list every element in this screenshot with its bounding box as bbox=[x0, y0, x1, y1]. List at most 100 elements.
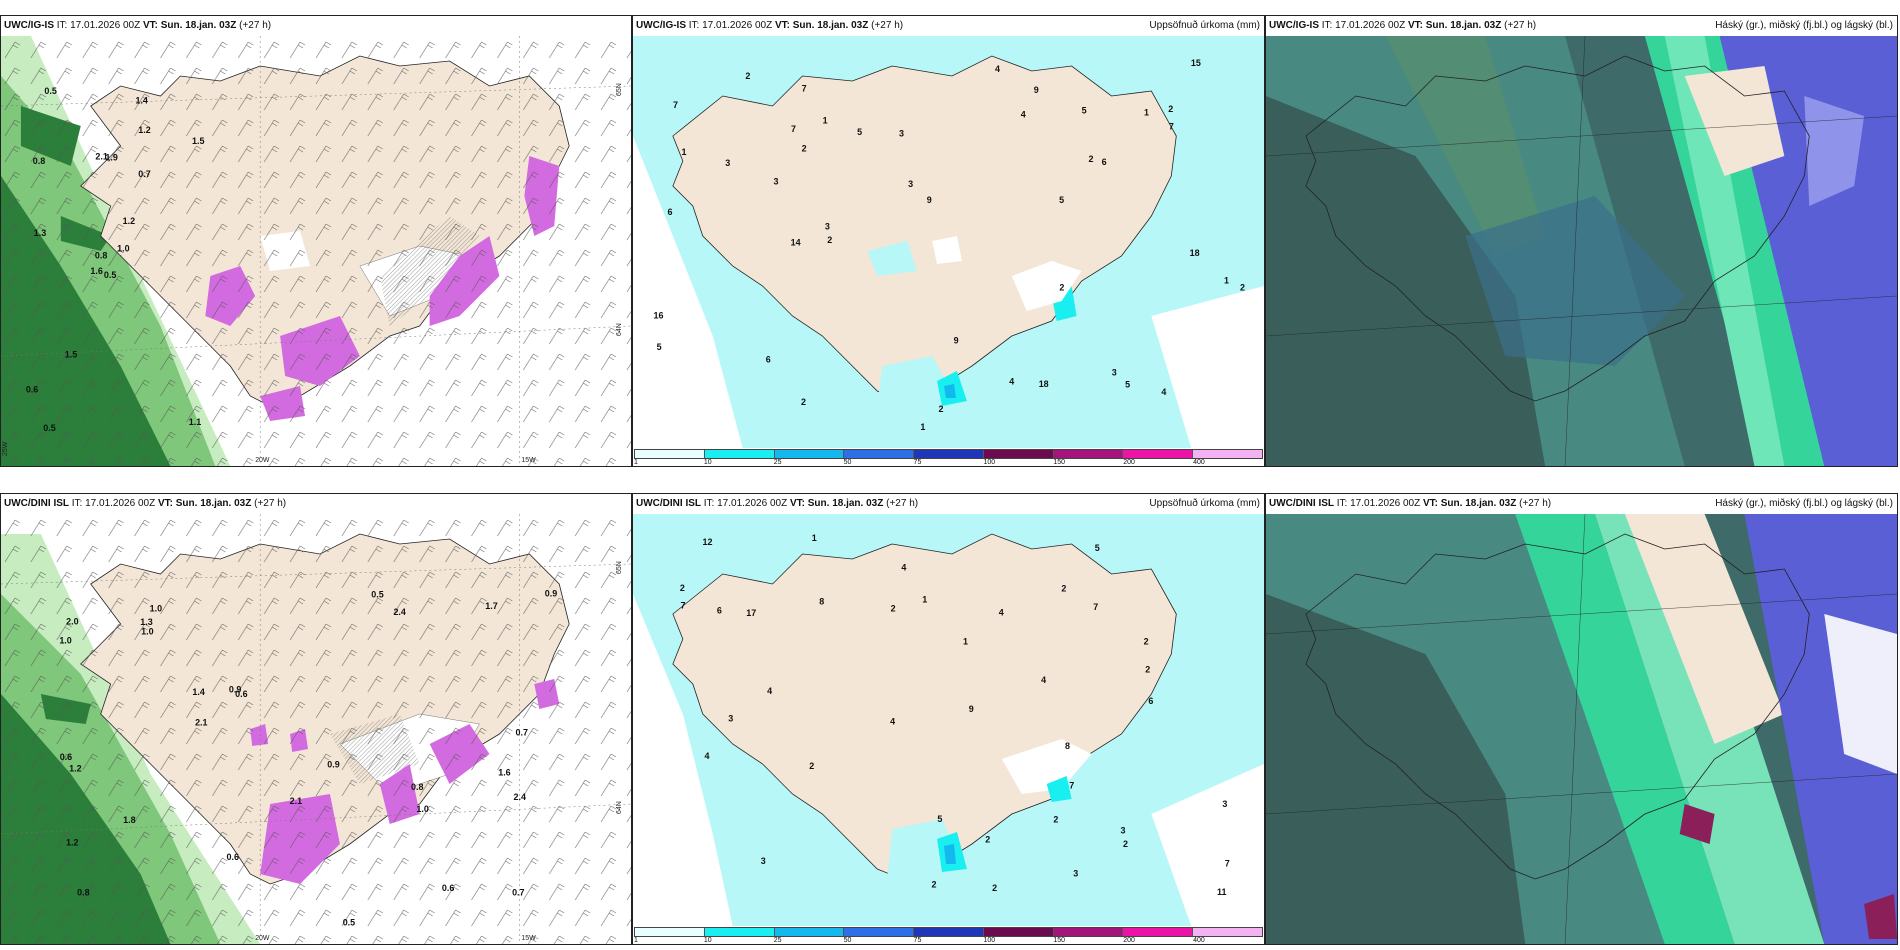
precip-map[interactable]: 1 2 5 2 1 1 2 2 2 2 1 1 2 6 6 2 3 3 4 4 5 18 9 9 5 3 7 9 2 14 16 18 15 3 7… bbox=[633, 36, 1264, 448]
colorbar-tick-label: 10 bbox=[703, 459, 712, 466]
value-label: 1.3 bbox=[34, 228, 46, 238]
colorbar-swatch bbox=[1123, 450, 1194, 458]
value-label: 1.8 bbox=[123, 815, 135, 825]
value-label: 5 bbox=[657, 342, 662, 352]
value-label: 1.4 bbox=[135, 96, 147, 106]
valid-time: Sun. 18.jan. 03Z bbox=[792, 20, 869, 31]
value-label: 3 bbox=[773, 176, 778, 186]
value-label: 5 bbox=[1125, 379, 1130, 389]
colorbar-swatch bbox=[1193, 928, 1263, 936]
bottom-row: UWC/DINI ISL IT: 17.01.2026 00Z VT: Sun.… bbox=[0, 493, 1900, 945]
panel-header: UWC/DINI ISL IT: 17.01.2026 00Z VT: Sun.… bbox=[1266, 494, 1897, 514]
colorbar-swatch bbox=[983, 450, 1054, 458]
model-name: UWC/DINI ISL bbox=[636, 498, 701, 509]
value-label: 18 bbox=[1039, 379, 1049, 389]
value-label: 5 bbox=[1095, 543, 1100, 553]
iceland-coast bbox=[1305, 533, 1810, 880]
value-label: 7 bbox=[1093, 602, 1098, 612]
value-label: 9 bbox=[1034, 85, 1039, 95]
lead-time: (+27 h) bbox=[254, 498, 287, 509]
value-label: 2 bbox=[1059, 282, 1064, 292]
lead-time: (+27 h) bbox=[886, 498, 919, 509]
colorbar-tick-label: 150 bbox=[1053, 937, 1066, 944]
value-label: 0.6 bbox=[442, 883, 454, 893]
wind-map[interactable]: 20W 15W 65N 64N 0.8 1.6 0.8 1.0 0.6 0.6 1.2 2.4… bbox=[1, 514, 631, 944]
cloud-map-svg bbox=[1266, 514, 1897, 944]
colorbar-swatch bbox=[635, 928, 705, 936]
value-label: 12 bbox=[702, 537, 712, 547]
value-label: 7 bbox=[673, 100, 678, 110]
value-label: 1.3 bbox=[140, 617, 152, 627]
colorbar-swatch bbox=[844, 450, 915, 458]
top-row: UWC/IG-IS IT: 17.01.2026 00Z VT: Sun. 18… bbox=[0, 15, 1900, 467]
colorbar-swatch bbox=[1053, 450, 1124, 458]
value-label: 2.4 bbox=[514, 792, 526, 802]
value-label: 14 bbox=[791, 237, 801, 247]
colorbar-tick-label: 400 bbox=[1193, 937, 1205, 944]
value-label: 1.1 bbox=[189, 417, 201, 427]
value-label: 0.9 bbox=[229, 685, 241, 695]
init-time: IT: 17.01.2026 00Z bbox=[703, 498, 788, 509]
valid-prefix: VT: bbox=[1422, 498, 1438, 509]
colorbar-tick-label: 400 bbox=[1193, 459, 1205, 466]
value-label: 7 bbox=[1069, 780, 1074, 790]
value-label: 9 bbox=[954, 336, 959, 346]
axis-lat-64n: 64N bbox=[616, 801, 623, 814]
value-label: 1 bbox=[963, 636, 968, 646]
value-label: 3 bbox=[1121, 825, 1126, 835]
lead-time: (+27 h) bbox=[239, 20, 272, 31]
value-label: 2 bbox=[802, 143, 807, 153]
init-time: IT: 17.01.2026 00Z bbox=[56, 20, 141, 31]
value-label: 1.0 bbox=[416, 804, 428, 814]
colorbar-tick-label: 200 bbox=[1123, 937, 1135, 944]
value-label: 0.5 bbox=[343, 917, 355, 927]
value-label: 0.6 bbox=[26, 384, 38, 394]
value-label: 2.4 bbox=[393, 607, 405, 617]
value-label: 16 bbox=[654, 311, 664, 321]
cloud-map[interactable] bbox=[1266, 514, 1897, 944]
lead-time: (+27 h) bbox=[871, 20, 904, 31]
precip-value-labels: 1222212244348677322775442171211943356221… bbox=[680, 533, 1230, 897]
value-label: 1.2 bbox=[66, 838, 78, 848]
axis-lon-15w: 15W bbox=[521, 457, 536, 464]
value-label: 5 bbox=[857, 127, 862, 137]
value-label: 1 bbox=[823, 115, 828, 125]
value-label: 1.0 bbox=[141, 626, 153, 636]
value-label: 4 bbox=[1021, 109, 1026, 119]
value-label: 7 bbox=[791, 124, 796, 134]
value-label: 4 bbox=[1161, 387, 1166, 397]
value-label: 1.4 bbox=[192, 687, 204, 697]
value-label: 0.8 bbox=[95, 250, 107, 260]
value-label: 1.6 bbox=[498, 768, 510, 778]
panel-header: UWC/IG-IS IT: 17.01.2026 00Z VT: Sun. 18… bbox=[1266, 16, 1897, 36]
value-label: 3 bbox=[908, 179, 913, 189]
value-label: 2 bbox=[1061, 583, 1066, 593]
wind-map[interactable]: 20W 15W 65N 64N 25W 0.5 0.8 0.8 0.6 1.2 1.5 1.… bbox=[1, 36, 631, 466]
colorbar-swatch bbox=[983, 928, 1054, 936]
value-label: 0.7 bbox=[138, 169, 150, 179]
lead-time: (+27 h) bbox=[1519, 498, 1552, 509]
valid-prefix: VT: bbox=[142, 20, 158, 31]
value-label: 3 bbox=[825, 221, 830, 231]
panel-header: UWC/IG-IS IT: 17.01.2026 00Z VT: Sun. 18… bbox=[633, 16, 1264, 36]
value-label: 2 bbox=[891, 603, 896, 613]
valid-time: Sun. 18.jan. 03Z bbox=[160, 20, 237, 31]
value-label: 6 bbox=[1148, 696, 1153, 706]
value-label: 7 bbox=[680, 601, 685, 611]
bottom-precip-panel: UWC/DINI ISL IT: 17.01.2026 00Z VT: Sun.… bbox=[632, 493, 1265, 945]
panel-title: Uppsöfnuð úrkoma (mm) bbox=[1149, 20, 1260, 31]
value-label: 2 bbox=[827, 235, 832, 245]
value-label: 2 bbox=[939, 404, 944, 414]
axis-lon-20w: 20W bbox=[255, 935, 270, 942]
panel-header: UWC/DINI ISL IT: 17.01.2026 00Z VT: Sun.… bbox=[633, 494, 1264, 514]
value-label: 17 bbox=[746, 608, 756, 618]
value-label: 5 bbox=[1059, 195, 1064, 205]
axis-lon-25w: 25W bbox=[2, 441, 9, 456]
axis-lat-65n: 65N bbox=[616, 561, 623, 574]
cloud-map[interactable] bbox=[1266, 36, 1897, 466]
panel-header: UWC/IG-IS IT: 17.01.2026 00Z VT: Sun. 18… bbox=[1, 16, 631, 36]
bottom-wind-snow-panel: UWC/DINI ISL IT: 17.01.2026 00Z VT: Sun.… bbox=[0, 493, 632, 945]
precip-map[interactable]: 1 2 2 2 2 1 2 2 4 4 3 4 8 6 7 7 3 2 2 7 7 5 4 4 2 17 12 11 9 4 3 3 5 6 2 2 1… bbox=[633, 514, 1264, 926]
value-label: 2 bbox=[1145, 665, 1150, 675]
